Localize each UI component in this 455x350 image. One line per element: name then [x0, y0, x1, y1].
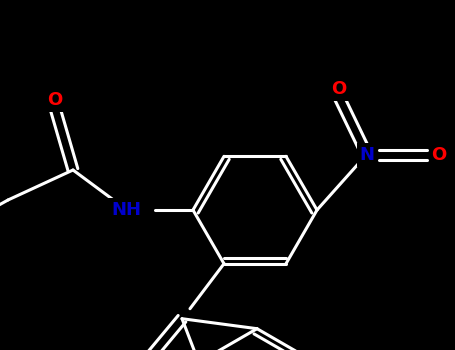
Text: O: O: [331, 80, 347, 98]
Text: O: O: [47, 91, 63, 109]
Text: N: N: [359, 146, 374, 164]
Text: NH: NH: [111, 201, 141, 219]
Text: O: O: [431, 146, 447, 164]
